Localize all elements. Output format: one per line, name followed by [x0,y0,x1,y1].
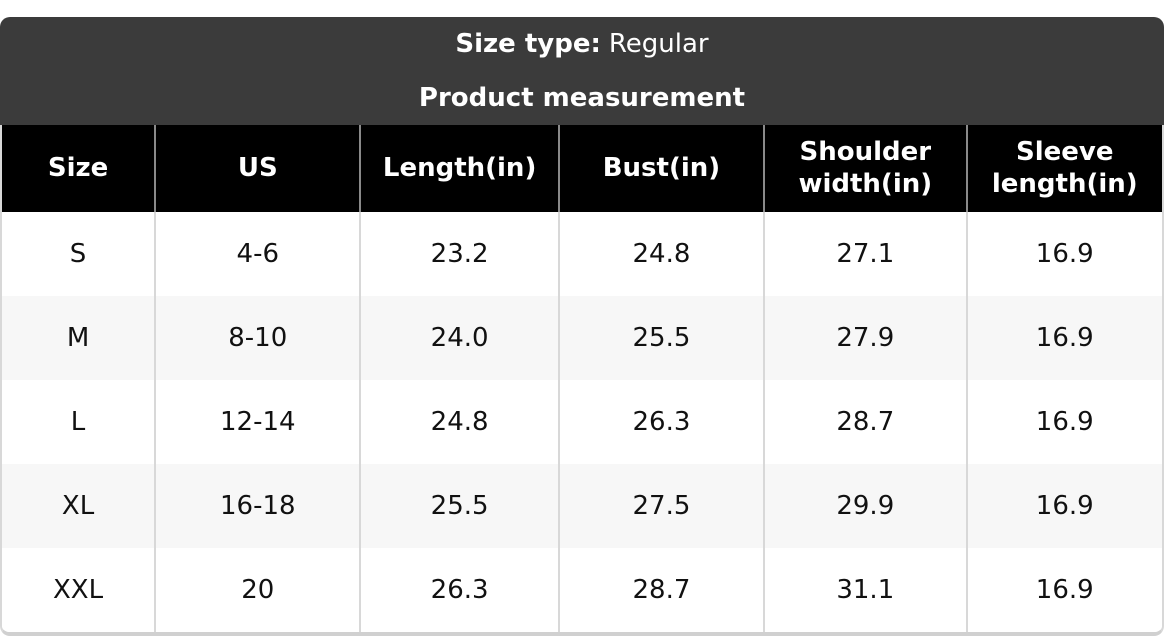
column-header: US [154,125,361,212]
measurement-cell: 23.2 [359,212,559,296]
measurement-cell: 16.9 [965,296,1162,380]
size-cell: M [2,296,156,380]
measurement-cell: 16-18 [154,464,361,548]
measurement-cell: 8-10 [154,296,361,380]
measurement-cell: 24.0 [359,296,559,380]
measurement-cell: 28.7 [763,380,967,464]
size-type-value: Regular [608,29,709,59]
size-cell: XL [2,464,156,548]
measurement-cell: 27.9 [763,296,967,380]
measurement-cell: 27.5 [557,464,765,548]
measurement-cell: 20 [154,548,361,632]
table-row: S 4-6 23.2 24.8 27.1 16.9 [2,212,1162,296]
measurement-cell: 25.5 [359,464,559,548]
measurement-cell: 16.9 [965,464,1162,548]
measurement-cell: 25.5 [557,296,765,380]
measurement-cell: 16.9 [965,212,1162,296]
size-cell: S [2,212,156,296]
measurement-cell: 12-14 [154,380,361,464]
product-measurement-line: Product measurement [0,71,1164,125]
measurement-cell: 4-6 [154,212,361,296]
measurement-cell: 26.3 [359,548,559,632]
measurement-cell: 16.9 [965,380,1162,464]
size-type-label: Size type: [455,29,601,59]
header-row: Size US Length(in) Bust(in) Shoulder width(i… [2,125,1162,212]
measurement-cell: 27.1 [763,212,967,296]
measurement-table-wrap: Size US Length(in) Bust(in) Shoulder width(i… [0,125,1164,636]
column-header: Bust(in) [557,125,765,212]
measurement-cell: 24.8 [557,212,765,296]
measurement-cell: 26.3 [557,380,765,464]
product-measurement-title: Product measurement [418,83,746,113]
measurement-cell: 28.7 [557,548,765,632]
measurement-cell: 31.1 [763,548,967,632]
measurement-cell: 24.8 [359,380,559,464]
size-chart-title-band: Size type: Regular Product measurement [0,17,1164,125]
table-row: XL 16-18 25.5 27.5 29.9 16.9 [2,464,1162,548]
size-cell: L [2,380,156,464]
measurement-cell: 16.9 [965,548,1162,632]
column-header: Shoulder width(in) [763,125,967,212]
column-header: Length(in) [359,125,559,212]
table-row: XXL 20 26.3 28.7 31.1 16.9 [2,548,1162,632]
size-cell: XXL [2,548,156,632]
measurement-cell: 29.9 [763,464,967,548]
measurement-table: Size US Length(in) Bust(in) Shoulder width(i… [2,125,1162,632]
table-row: L 12-14 24.8 26.3 28.7 16.9 [2,380,1162,464]
size-chart: Size type: Regular Product measurement S… [0,17,1164,636]
column-header: Size [2,125,156,212]
size-type-line: Size type: Regular [0,17,1164,71]
table-row: M 8-10 24.0 25.5 27.9 16.9 [2,296,1162,380]
column-header: Sleeve length(in) [965,125,1162,212]
